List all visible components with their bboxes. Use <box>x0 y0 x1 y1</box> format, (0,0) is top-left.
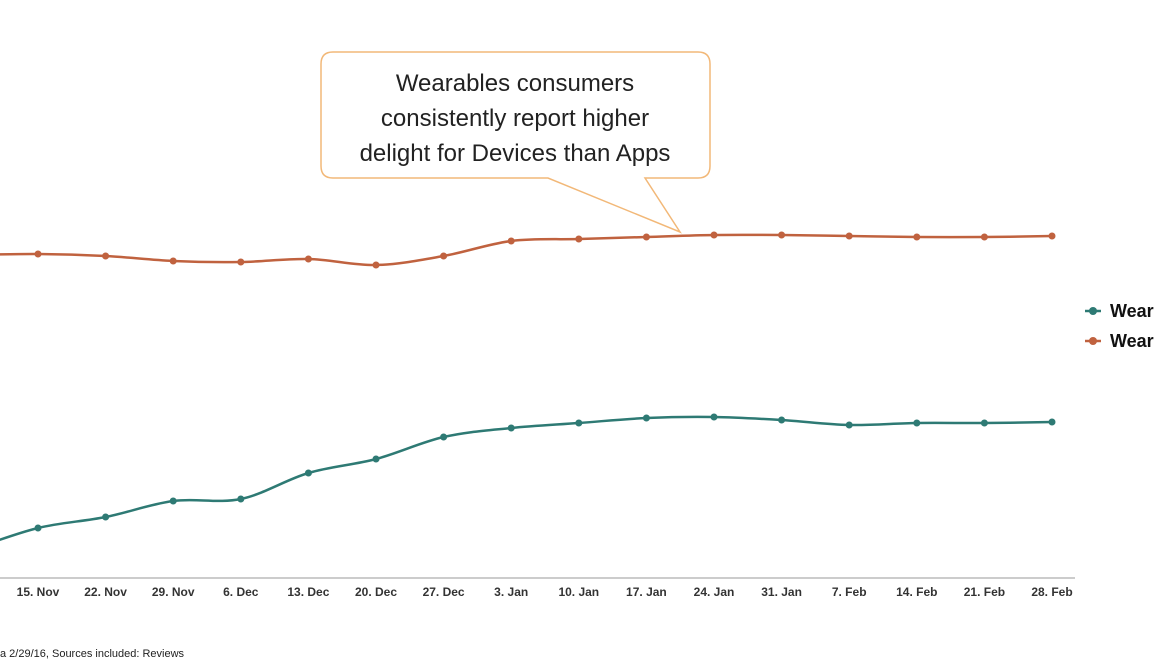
data-point <box>710 231 718 239</box>
x-tick-label: 6. Dec <box>223 585 259 599</box>
data-point <box>575 235 583 243</box>
data-point <box>845 421 853 429</box>
x-tick-label: 22. Nov <box>84 585 127 599</box>
series-line <box>0 415 1053 542</box>
data-point <box>169 497 177 505</box>
data-point <box>372 455 380 463</box>
annotation: delight for Devices than Apps <box>360 140 671 167</box>
data-point <box>102 513 110 521</box>
x-tick-label: 7. Feb <box>832 585 867 599</box>
annotation: Wearables consumers <box>396 70 634 97</box>
data-point <box>913 419 921 427</box>
footnote: a 2/29/16, Sources included: Reviews <box>0 648 185 660</box>
data-point <box>575 419 583 427</box>
data-point <box>642 414 650 422</box>
legend-label: Wear <box>1110 301 1154 321</box>
data-point <box>507 237 515 245</box>
legend-label: Wear <box>1110 331 1154 351</box>
data-point <box>237 495 245 503</box>
data-point <box>372 261 380 269</box>
data-point <box>304 255 312 263</box>
legend-marker <box>1089 307 1097 315</box>
data-point <box>1048 418 1056 426</box>
data-point <box>1048 232 1056 240</box>
data-point <box>845 232 853 240</box>
x-tick-label: 20. Dec <box>355 585 397 599</box>
x-tick-label: 17. Jan <box>626 585 667 599</box>
legend-marker <box>1089 337 1097 345</box>
data-point <box>440 433 448 441</box>
annotation: consistently report higher <box>381 105 649 132</box>
data-point <box>102 252 110 260</box>
data-point <box>304 469 312 477</box>
x-tick-label: 28. Feb <box>1031 585 1072 599</box>
x-tick-label: 21. Feb <box>964 585 1005 599</box>
data-point <box>34 524 42 532</box>
x-tick-label: 31. Jan <box>761 585 802 599</box>
data-point <box>440 252 448 260</box>
data-point <box>237 258 245 266</box>
data-point <box>980 233 988 241</box>
data-point <box>778 231 786 239</box>
x-tick-label: 3. Jan <box>494 585 528 599</box>
series-line <box>0 233 1053 267</box>
data-point <box>980 419 988 427</box>
x-tick-label: 14. Feb <box>896 585 937 599</box>
data-point <box>507 424 515 432</box>
data-point <box>34 250 42 258</box>
data-point <box>169 257 177 265</box>
x-tick-label: 10. Jan <box>558 585 599 599</box>
x-tick-label: 29. Nov <box>152 585 195 599</box>
callout-box <box>320 51 711 234</box>
x-tick-label: 27. Dec <box>423 585 465 599</box>
x-tick-label: 24. Jan <box>694 585 735 599</box>
data-point <box>710 413 718 421</box>
x-tick-label: 15. Nov <box>17 585 60 599</box>
data-point <box>778 416 786 424</box>
data-point <box>913 233 921 241</box>
x-tick-label: 13. Dec <box>287 585 329 599</box>
data-point <box>642 233 650 241</box>
